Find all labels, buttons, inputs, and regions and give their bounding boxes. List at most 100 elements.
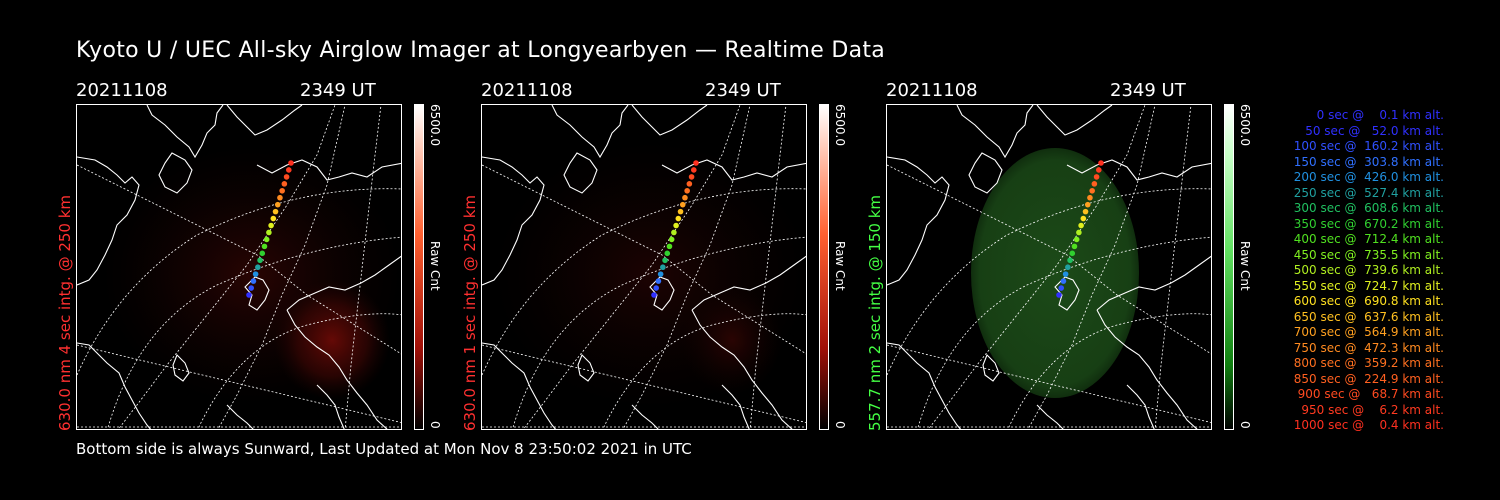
trajectory-point — [248, 285, 255, 291]
trajectory-point — [283, 174, 290, 180]
grid-arc — [602, 313, 806, 429]
colorbar-min-label: 0 — [428, 421, 442, 429]
trajectory-point — [1067, 257, 1073, 264]
trajectory-point — [285, 167, 292, 173]
trajectory-point — [274, 201, 281, 208]
trajectory-point — [1084, 201, 1091, 208]
coastline — [631, 105, 708, 136]
trajectory-point — [288, 160, 294, 166]
image-panel-2: 20211108 2349 UT 6500.0 Raw Cnt 0 630.0 … — [461, 76, 881, 436]
legend-entry: 650 sec @ 637.6 km alt. — [1289, 309, 1444, 324]
grid-line — [622, 105, 751, 429]
coastline — [256, 159, 401, 181]
trajectory-point — [1071, 243, 1078, 250]
panel-time: 2349 UT — [705, 80, 781, 101]
trajectory-point — [660, 264, 666, 271]
coastline — [1036, 105, 1113, 136]
trajectory-point — [657, 271, 664, 277]
trajectory-point — [1082, 208, 1089, 215]
colorbar-unit-label: Raw Cnt — [1238, 241, 1252, 291]
trajectory-point — [679, 201, 686, 208]
trajectory-point — [259, 250, 266, 257]
coastline — [286, 309, 388, 429]
trajectory-point — [281, 181, 288, 187]
grid-arc — [917, 236, 1211, 429]
trajectory-point — [1080, 215, 1087, 222]
legend-entry: 450 sec @ 735.5 km alt. — [1289, 247, 1444, 262]
legend-entry: 1000 sec @ 0.4 km alt. — [1293, 418, 1444, 432]
legend-entry: 50 sec @ 52.0 km alt. — [1297, 123, 1444, 138]
coastline — [286, 255, 401, 311]
trajectory-point — [266, 229, 272, 236]
airglow-patch — [682, 285, 782, 395]
trajectory-point — [684, 187, 690, 194]
legend-entry: 500 sec @ 739.6 km alt. — [1289, 263, 1444, 277]
trajectory-point — [668, 236, 675, 243]
legend-entry: 350 sec @ 670.2 km alt. — [1289, 216, 1444, 231]
legend-entry: 700 sec @ 564.9 km alt. — [1289, 325, 1444, 339]
trajectory-point — [1065, 264, 1071, 271]
trajectory-point — [246, 292, 252, 298]
coastline — [1066, 159, 1211, 181]
coastline — [631, 404, 659, 429]
colorbar-unit-label: Raw Cnt — [833, 241, 847, 291]
trajectory-point — [268, 222, 274, 229]
coastline — [1054, 276, 1080, 311]
airglow-patch — [274, 280, 390, 400]
colorbar-min-label: 0 — [1238, 421, 1252, 429]
panel-time: 2349 UT — [300, 80, 376, 101]
panel-date: 20211108 — [76, 80, 168, 101]
grid-line — [482, 164, 806, 355]
panel-date: 20211108 — [886, 80, 978, 101]
legend-entry: 850 sec @ 224.9 km alt. — [1289, 371, 1444, 386]
trajectory-point — [1076, 229, 1082, 236]
trajectory-point — [277, 194, 283, 201]
coastline — [172, 354, 190, 382]
coastline — [482, 342, 557, 429]
trajectory-point — [651, 292, 657, 298]
grid-line — [887, 164, 1211, 355]
coastline — [244, 276, 270, 311]
image-panel-3: 20211108 2349 UT 6500.0 Raw Cnt 0 557.7 … — [866, 76, 1286, 436]
trajectory-point — [1056, 292, 1062, 298]
colorbar-max-label: 6500.0 — [1238, 104, 1252, 146]
panel-date: 20211108 — [481, 80, 573, 101]
trajectory-point — [261, 243, 268, 250]
coastline — [1126, 384, 1155, 429]
trajectory-point — [666, 243, 673, 250]
colorbar-max-label: 6500.0 — [428, 104, 442, 146]
trajectory-point — [677, 208, 684, 215]
colorbar-max-label: 6500.0 — [833, 104, 847, 146]
trajectory-point — [270, 215, 277, 222]
legend-entry: 150 sec @ 303.8 km alt. — [1289, 154, 1444, 169]
page-title: Kyoto U / UEC All-sky Airglow Imager at … — [76, 38, 886, 63]
trajectory-point — [1089, 187, 1095, 194]
coastline — [649, 276, 675, 311]
trajectory-point — [664, 250, 671, 257]
grid-arc — [512, 236, 806, 429]
coastline — [316, 384, 345, 429]
trajectory-point — [1062, 271, 1069, 277]
trajectory-point — [653, 285, 660, 291]
coastline — [77, 342, 152, 429]
map-svg — [77, 105, 401, 429]
coastline — [1096, 255, 1211, 311]
trajectory-point — [655, 278, 662, 284]
coastline — [956, 105, 1034, 159]
coastline — [551, 105, 629, 159]
trajectory-point — [1078, 222, 1084, 229]
trajectory-point — [250, 278, 257, 284]
trajectory-point — [1093, 174, 1100, 180]
trajectory-point — [673, 222, 679, 229]
trajectory-point — [682, 194, 688, 201]
grid-arc — [77, 188, 401, 376]
grid-line — [77, 164, 401, 355]
legend-entry: 0 sec @ 0.1 km alt. — [1305, 108, 1444, 122]
panel-ylabel: 630.0 nm 1 sec intg. @ 250 km — [461, 194, 479, 431]
legend-entry: 950 sec @ 6.2 km alt. — [1297, 402, 1444, 417]
grid-arc — [887, 188, 1211, 376]
trajectory-point — [1098, 160, 1104, 166]
trajectory-point — [675, 215, 682, 222]
legend-entry: 200 sec @ 426.0 km alt. — [1289, 170, 1444, 184]
trajectory-point — [693, 160, 699, 166]
